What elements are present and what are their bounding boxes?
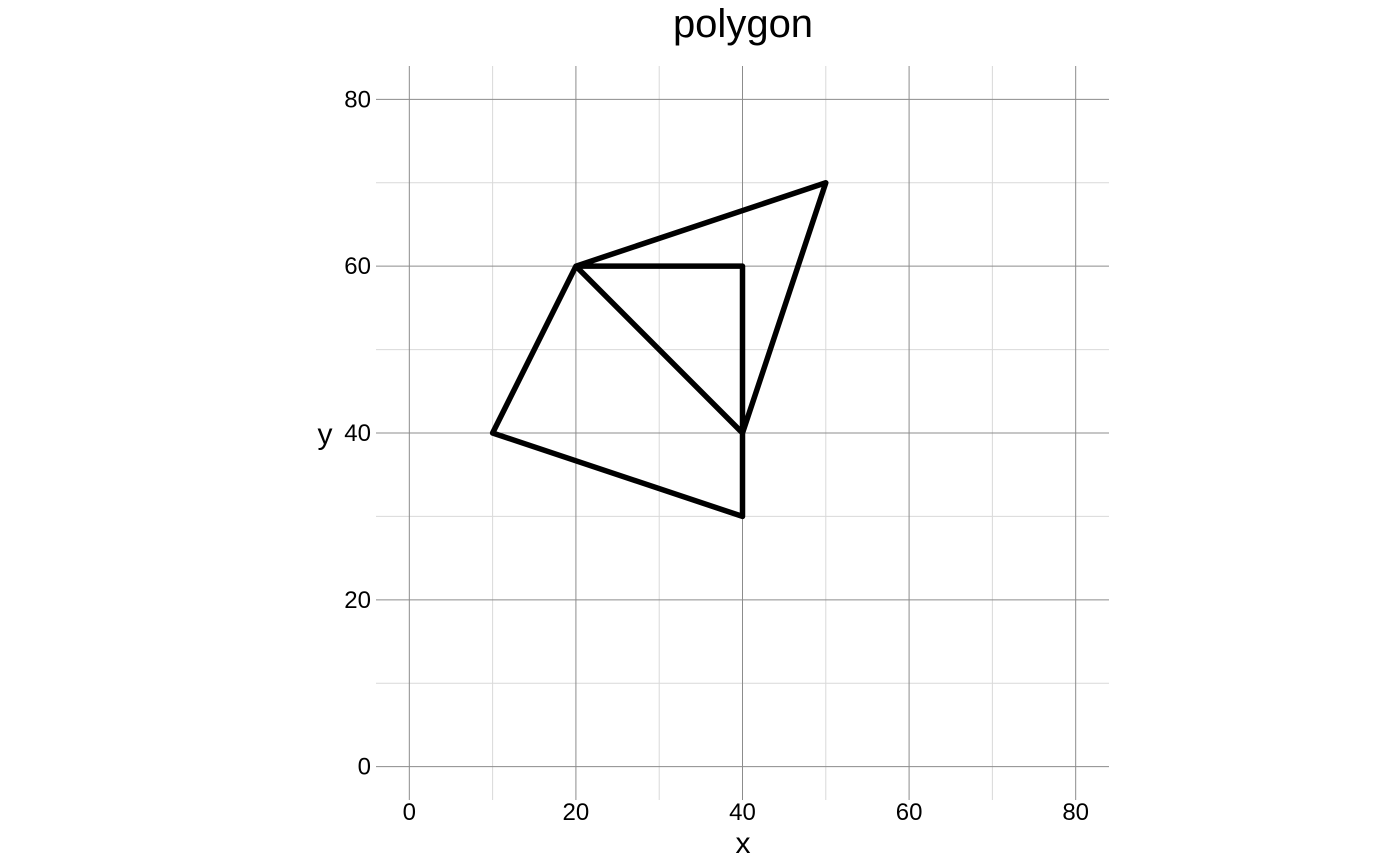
chart-title: polygon [673,2,813,46]
x-tick-labels: 0 20 40 60 80 [403,799,1089,826]
y-tick-label: 80 [344,86,371,113]
series-layer [489,180,829,520]
x-tick-label: 60 [896,799,923,826]
x-tick-label: 40 [729,799,756,826]
y-tick-label: 60 [344,253,371,280]
polygon-path [489,180,829,520]
y-tick-label: 0 [358,754,371,781]
x-tick-label: 80 [1062,799,1089,826]
y-tick-label: 40 [344,420,371,447]
x-tick-label: 0 [403,799,416,826]
y-tick-labels: 0 20 40 60 80 [344,86,371,780]
x-axis-label: x [736,827,751,860]
y-axis-label: y [318,418,333,451]
y-tick-label: 20 [344,587,371,614]
x-tick-label: 20 [563,799,590,826]
